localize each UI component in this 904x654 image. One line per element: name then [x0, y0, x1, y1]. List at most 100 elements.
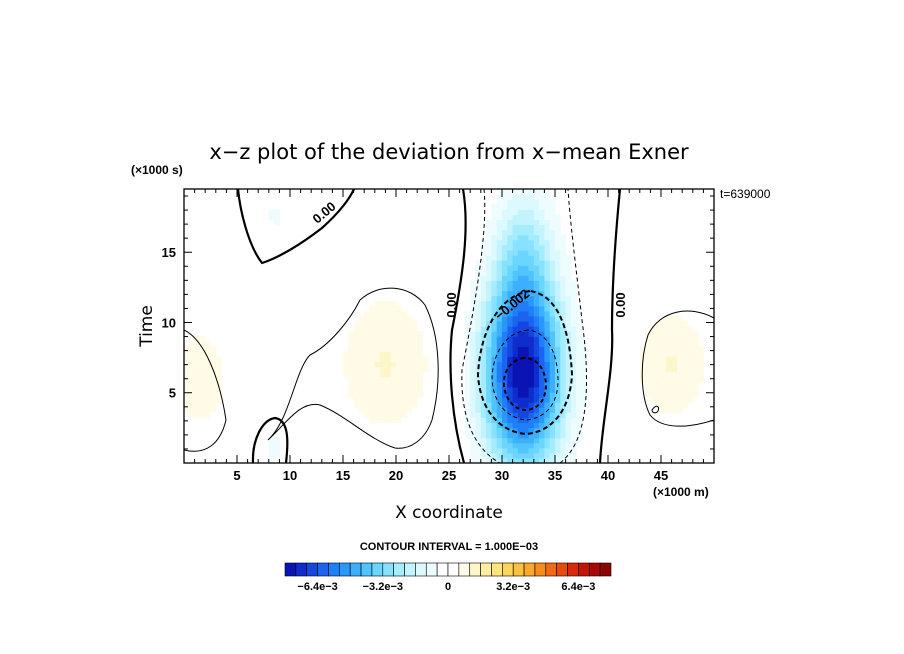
contour-zero-bottomleft [251, 416, 289, 463]
heatmap-cell [390, 300, 397, 307]
heatmap-cell [486, 442, 492, 449]
heatmap-cell [539, 457, 545, 463]
heatmap-cell [491, 260, 498, 266]
heatmap-cell [385, 397, 392, 403]
heatmap-cell [507, 254, 514, 261]
heatmap-cell [205, 391, 212, 398]
heatmap-cell [470, 397, 477, 403]
heatmap-cell [549, 295, 556, 302]
heatmap-cell [576, 391, 583, 398]
heatmap-cell [396, 391, 402, 398]
heatmap-cell [406, 331, 413, 337]
heatmap-cell [480, 412, 487, 418]
heatmap-cell [512, 447, 519, 454]
colorbar-swatch [512, 562, 525, 577]
heatmap-cell [549, 260, 556, 266]
x-tick-label: 15 [336, 468, 350, 483]
heatmap-cell [528, 376, 535, 383]
heatmap-cell [555, 402, 561, 408]
heatmap-cell [507, 219, 514, 226]
heatmap-cell [676, 336, 683, 342]
heatmap-cell [539, 239, 545, 246]
heatmap-cell [517, 391, 524, 398]
heatmap-cell [491, 204, 498, 210]
heatmap-cell [491, 457, 498, 463]
heatmap-cell [496, 265, 503, 271]
heatmap-cell [655, 402, 662, 408]
heatmap-cell [576, 381, 583, 388]
heatmap-cell [369, 356, 376, 363]
heatmap-cell [523, 371, 530, 378]
heatmap-cell [496, 249, 503, 256]
heatmap-cell [486, 300, 492, 307]
heatmap-cell [491, 442, 498, 449]
heatmap-cell [491, 285, 498, 292]
heatmap-cell [570, 285, 577, 292]
heatmap-cell [533, 305, 540, 312]
heatmap-cell [555, 260, 561, 266]
heatmap-cell [570, 432, 577, 439]
heatmap-cell [650, 336, 657, 342]
heatmap-cell [343, 371, 349, 378]
heatmap-cell [549, 412, 556, 418]
heatmap-cell [385, 320, 392, 327]
heatmap-cell [401, 356, 408, 363]
heatmap-cell [576, 376, 583, 383]
heatmap-cell [475, 391, 482, 398]
heatmap-cell [502, 447, 508, 454]
heatmap-cell [528, 239, 535, 246]
heatmap-cell [539, 356, 545, 363]
heatmap-cell [661, 320, 667, 327]
heatmap-cell [533, 341, 540, 347]
colorbar-swatch [339, 562, 351, 577]
heatmap-cell [565, 315, 572, 322]
heatmap-cell [480, 391, 487, 398]
heatmap-cell [555, 234, 561, 241]
x-tick-label: 20 [389, 468, 403, 483]
heatmap-cell [470, 427, 477, 434]
heatmap-cell [555, 427, 561, 434]
heatmap-cell [517, 341, 524, 347]
heatmap-cell [210, 391, 217, 398]
heatmap-cell [655, 326, 662, 332]
heatmap-cell [470, 442, 477, 449]
heatmap-cell [512, 341, 519, 347]
heatmap-cell [512, 189, 519, 195]
heatmap-cell [268, 437, 275, 444]
heatmap-cell [369, 391, 376, 398]
heatmap-cell [655, 351, 662, 358]
heatmap-cell [502, 270, 508, 276]
heatmap-cell [496, 320, 503, 327]
heatmap-cell [539, 371, 545, 378]
heatmap-cell [486, 422, 492, 429]
heatmap-cell [417, 376, 424, 383]
heatmap-cell [486, 386, 492, 393]
heatmap-cell [496, 361, 503, 368]
heatmap-cell [523, 305, 530, 312]
heatmap-cell [549, 391, 556, 398]
heatmap-cell [194, 376, 201, 383]
heatmap-cell [671, 361, 678, 368]
heatmap-cell [507, 199, 514, 205]
heatmap-cell [390, 336, 397, 342]
heatmap-cell [406, 381, 413, 388]
heatmap-cell [380, 371, 386, 378]
heatmap-cell [565, 407, 572, 413]
heatmap-cell [645, 381, 651, 388]
heatmap-cell [512, 417, 519, 424]
heatmap-cell [184, 376, 190, 383]
heatmap-cell [528, 189, 535, 195]
heatmap-cell [544, 285, 551, 292]
heatmap-cell [692, 361, 699, 368]
heatmap-cell [364, 361, 371, 368]
heatmap-cell [491, 336, 498, 342]
heatmap-cell [544, 366, 551, 373]
heatmap-cell [475, 275, 482, 281]
heatmap-cell [486, 275, 492, 281]
heatmap-cell [358, 346, 365, 352]
x-tick-label: 25 [442, 468, 456, 483]
heatmap-cell [555, 295, 561, 302]
heatmap-cell [411, 341, 418, 347]
heatmap-cell [549, 204, 556, 210]
heatmap-cell [491, 376, 498, 383]
